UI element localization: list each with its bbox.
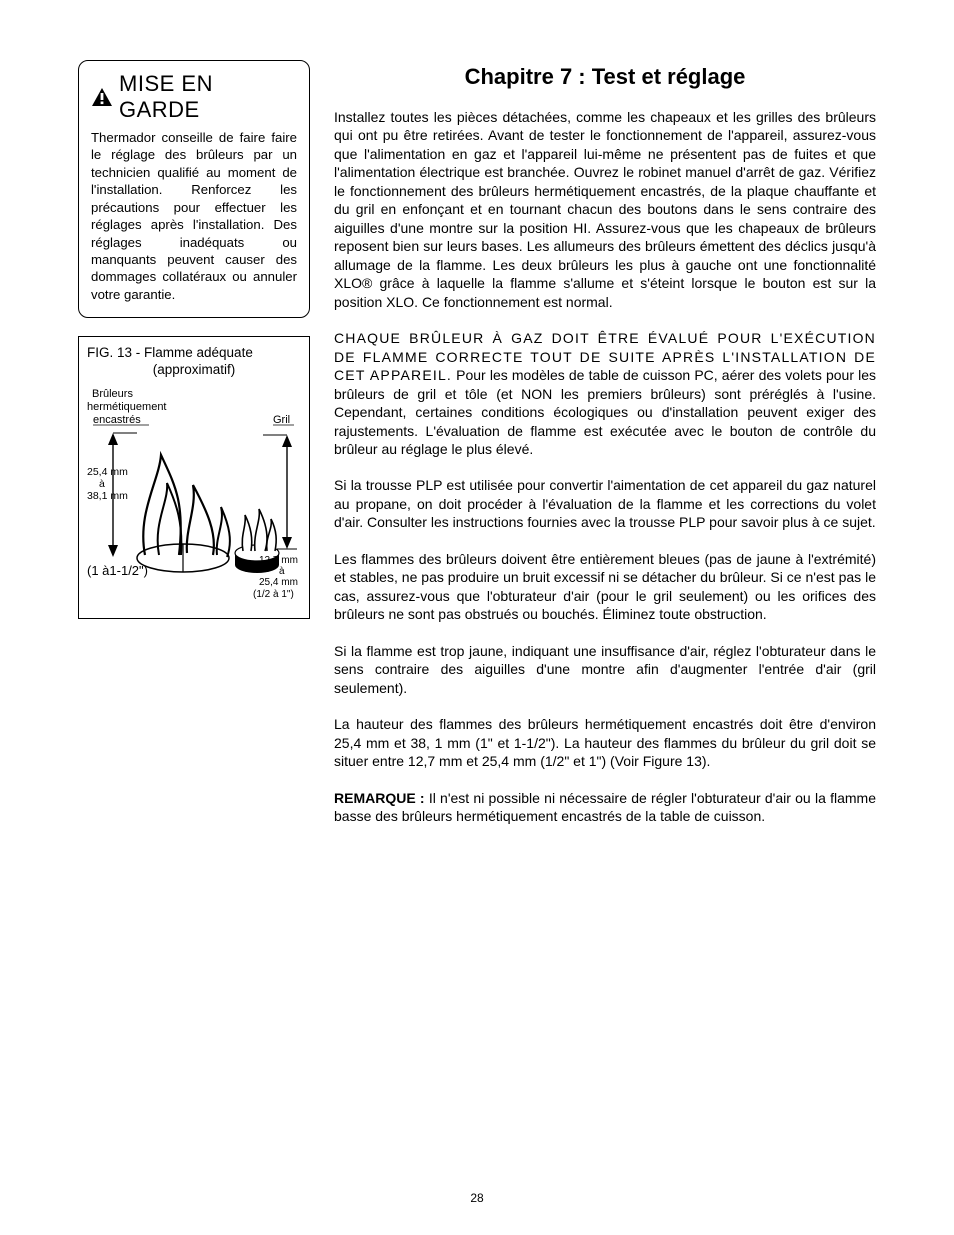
figure-diagram: Brûleurs hermétiquement encastrés Gril	[87, 383, 301, 608]
figure-caption-line2: (approximatif)	[87, 362, 301, 379]
warning-title: MISE EN GARDE	[119, 71, 297, 123]
page-number: 28	[0, 1191, 954, 1205]
left-column: MISE EN GARDE Thermador conseille de fai…	[78, 60, 310, 843]
fig-right-dim-paren: (1/2 à 1")	[253, 589, 294, 600]
paragraph-3: Si la trousse PLP est utilisée pour conv…	[334, 476, 876, 531]
fig-right-dim-2: à	[279, 566, 285, 577]
fig-left-dim-2: à	[99, 478, 105, 490]
fig-left-label-3: encastrés	[93, 414, 141, 426]
warning-triangle-icon	[91, 87, 113, 107]
paragraph-5: Si la flamme est trop jaune, indiquant u…	[334, 642, 876, 697]
fig-left-dim-paren: (1 à1-1/2")	[87, 563, 148, 578]
fig-right-label: Gril	[273, 414, 290, 426]
paragraph-2: CHAQUE BRÛLEUR À GAZ DOIT ÊTRE ÉVALUÉ PO…	[334, 329, 876, 458]
figure-caption-line1: FIG. 13 - Flamme adéquate	[87, 345, 253, 360]
fig-left-dim-3: 38,1 mm	[87, 490, 128, 502]
paragraph-4: Les flammes des brûleurs doivent être en…	[334, 550, 876, 624]
page-container: MISE EN GARDE Thermador conseille de fai…	[78, 60, 876, 843]
paragraph-6: La hauteur des flammes des brûleurs herm…	[334, 715, 876, 770]
right-column: Chapitre 7 : Test et réglage Installez t…	[334, 60, 876, 843]
warning-body-text: Thermador conseille de faire faire le ré…	[91, 129, 297, 303]
fig-right-dim-3: 25,4 mm	[259, 577, 298, 588]
warning-header: MISE EN GARDE	[91, 71, 297, 123]
figure-caption: FIG. 13 - Flamme adéquate (approximatif)	[87, 345, 301, 379]
warning-box: MISE EN GARDE Thermador conseille de fai…	[78, 60, 310, 318]
fig-right-dim-1: 12,7 mm	[259, 555, 298, 566]
figure-box: FIG. 13 - Flamme adéquate (approximatif)…	[78, 336, 310, 619]
fig-left-dim-1: 25,4 mm	[87, 466, 128, 478]
fig-left-label-2: hermétiquement	[87, 401, 167, 413]
paragraph-1: Installez toutes les pièces détachées, c…	[334, 108, 876, 311]
paragraph-7: REMARQUE : Il n'est ni possible ni néces…	[334, 789, 876, 826]
remarque-label: REMARQUE :	[334, 790, 429, 806]
fig-left-label-1: Brûleurs	[92, 388, 133, 400]
chapter-title: Chapitre 7 : Test et réglage	[334, 64, 876, 90]
